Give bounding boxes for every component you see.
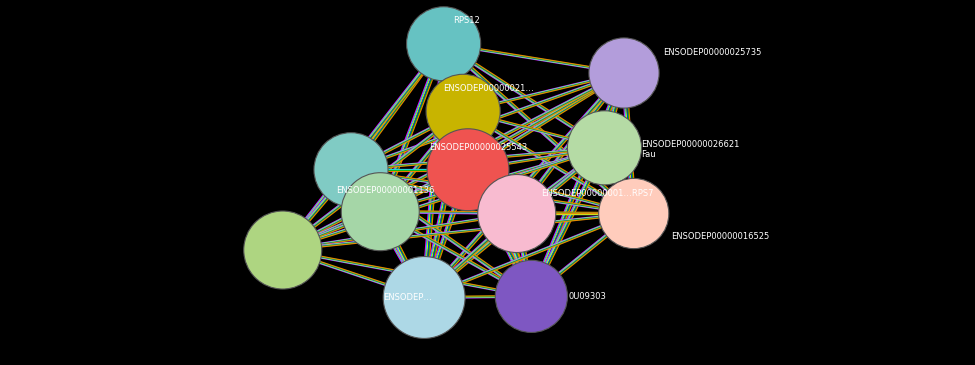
Text: ENSODEP00000016525: ENSODEP00000016525	[671, 232, 769, 241]
Text: 0U09303: 0U09303	[568, 292, 606, 301]
Text: ENSODEP00000025543: ENSODEP00000025543	[429, 143, 527, 151]
Ellipse shape	[244, 211, 322, 289]
Text: ENSODEP00000021…: ENSODEP00000021…	[444, 84, 534, 93]
Ellipse shape	[567, 111, 642, 185]
Text: ENSODEP…: ENSODEP…	[383, 293, 432, 302]
Ellipse shape	[314, 132, 388, 207]
Ellipse shape	[426, 74, 500, 149]
Ellipse shape	[407, 7, 481, 81]
Ellipse shape	[427, 129, 509, 211]
Ellipse shape	[341, 173, 419, 251]
Ellipse shape	[599, 178, 669, 249]
Text: ENSODEP00000026621: ENSODEP00000026621	[642, 140, 740, 149]
Text: ENSODEP00000001…RPS7: ENSODEP00000001…RPS7	[541, 189, 653, 198]
Text: RPS12: RPS12	[453, 16, 480, 24]
Text: Fau: Fau	[642, 150, 656, 159]
Text: ENSODEP00000001136: ENSODEP00000001136	[336, 186, 435, 195]
Ellipse shape	[495, 260, 567, 333]
Ellipse shape	[478, 174, 556, 253]
Ellipse shape	[589, 38, 659, 108]
Ellipse shape	[383, 257, 465, 338]
Text: ENSODEP00000025735: ENSODEP00000025735	[663, 49, 761, 57]
